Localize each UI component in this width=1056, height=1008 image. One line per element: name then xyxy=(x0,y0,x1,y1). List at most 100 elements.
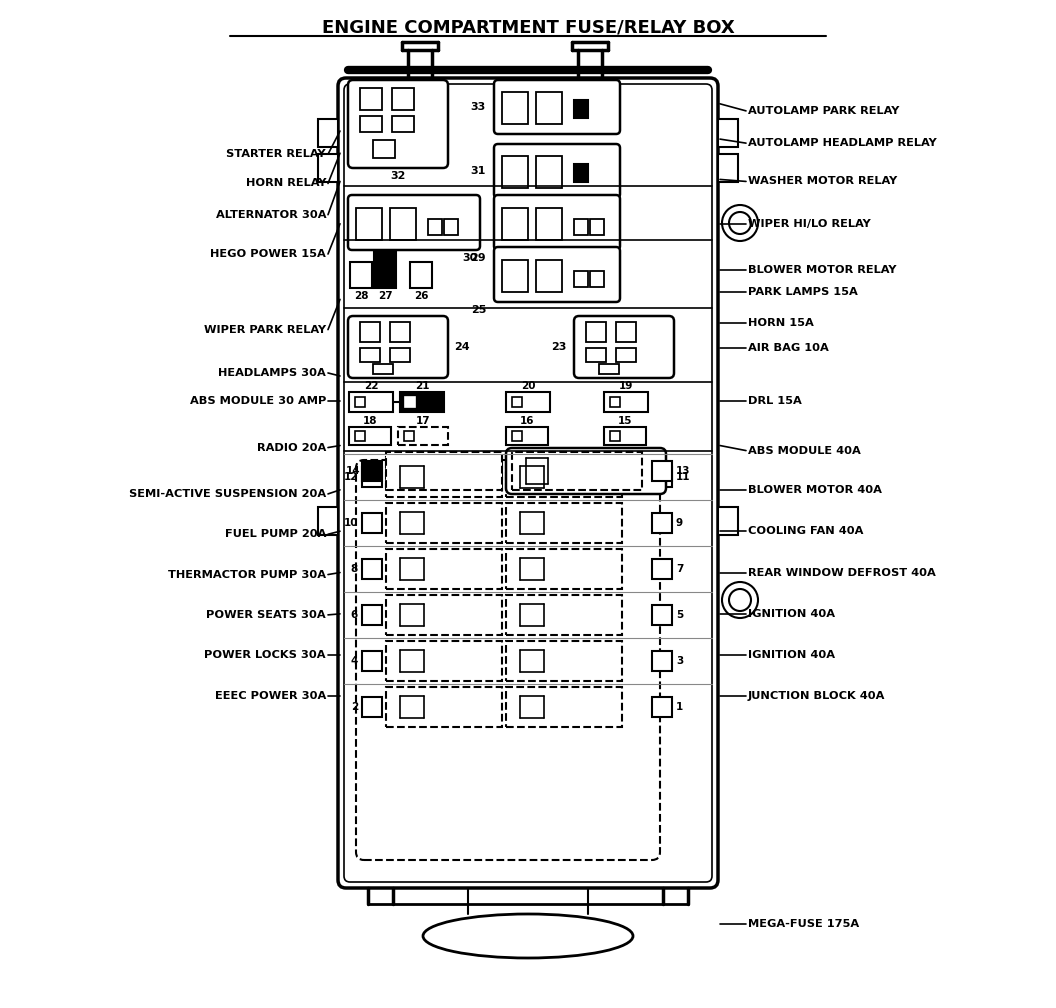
Bar xyxy=(652,513,672,533)
Text: JUNCTION BLOCK 40A: JUNCTION BLOCK 40A xyxy=(748,690,885,701)
Bar xyxy=(652,461,672,481)
Text: 24: 24 xyxy=(454,342,470,352)
Text: 28: 28 xyxy=(354,291,369,301)
Text: 32: 32 xyxy=(391,171,406,181)
Bar xyxy=(536,156,562,188)
Bar xyxy=(348,427,391,445)
Text: HEGO POWER 15A: HEGO POWER 15A xyxy=(210,249,326,259)
Text: 15: 15 xyxy=(618,416,633,426)
Text: 19: 19 xyxy=(619,381,634,391)
Text: 9: 9 xyxy=(676,518,683,528)
Bar xyxy=(373,140,395,158)
Bar xyxy=(362,605,382,625)
Bar xyxy=(590,271,604,287)
Text: 12: 12 xyxy=(343,472,358,482)
Bar xyxy=(652,467,672,487)
Bar xyxy=(512,431,522,442)
Text: 3: 3 xyxy=(676,656,683,666)
Bar xyxy=(374,252,396,288)
FancyBboxPatch shape xyxy=(338,78,718,888)
Bar xyxy=(410,262,432,288)
Text: HORN 15A: HORN 15A xyxy=(748,318,814,328)
Text: 11: 11 xyxy=(676,472,691,482)
Text: 16: 16 xyxy=(520,416,534,426)
Bar xyxy=(586,348,606,362)
Bar xyxy=(318,507,338,535)
Bar xyxy=(506,503,622,543)
Text: 13: 13 xyxy=(676,466,691,476)
Text: IGNITION 40A: IGNITION 40A xyxy=(748,609,835,619)
Bar xyxy=(362,513,382,533)
Text: 31: 31 xyxy=(471,166,486,176)
Text: 23: 23 xyxy=(550,342,566,352)
Bar xyxy=(360,88,382,110)
Ellipse shape xyxy=(423,914,633,958)
Text: 7: 7 xyxy=(676,564,683,574)
Bar xyxy=(536,92,562,124)
Bar xyxy=(506,457,622,497)
Text: BLOWER MOTOR 40A: BLOWER MOTOR 40A xyxy=(748,485,882,495)
Text: BLOWER MOTOR RELAY: BLOWER MOTOR RELAY xyxy=(748,265,897,275)
Text: RADIO 20A: RADIO 20A xyxy=(257,443,326,453)
FancyBboxPatch shape xyxy=(494,144,620,198)
Bar xyxy=(386,595,502,635)
Bar xyxy=(616,348,636,362)
FancyBboxPatch shape xyxy=(348,195,480,250)
Bar xyxy=(362,559,382,579)
Bar xyxy=(718,119,738,147)
Bar xyxy=(355,431,365,442)
Bar xyxy=(362,697,382,717)
Bar xyxy=(390,322,410,342)
Text: 20: 20 xyxy=(521,381,535,391)
Text: ABS MODULE 30 AMP: ABS MODULE 30 AMP xyxy=(190,396,326,406)
Bar xyxy=(386,503,502,543)
Text: 25: 25 xyxy=(471,305,486,314)
Bar xyxy=(386,549,502,589)
Bar xyxy=(512,452,642,490)
Bar xyxy=(506,549,622,589)
Bar xyxy=(390,208,416,240)
Bar xyxy=(599,364,619,374)
Text: THERMACTOR PUMP 30A: THERMACTOR PUMP 30A xyxy=(168,570,326,580)
Text: 2: 2 xyxy=(351,702,358,712)
Text: 1: 1 xyxy=(676,702,683,712)
Bar xyxy=(604,427,646,445)
Text: ABS MODULE 40A: ABS MODULE 40A xyxy=(748,446,861,456)
Bar xyxy=(360,116,382,132)
Text: POWER LOCKS 30A: POWER LOCKS 30A xyxy=(205,650,326,660)
Text: STARTER RELAY: STARTER RELAY xyxy=(226,149,326,159)
Bar xyxy=(362,651,382,671)
Text: 14: 14 xyxy=(345,466,360,476)
Text: 5: 5 xyxy=(676,610,683,620)
Text: PARK LAMPS 15A: PARK LAMPS 15A xyxy=(748,287,857,297)
Text: HORN RELAY: HORN RELAY xyxy=(245,178,326,188)
Bar xyxy=(574,164,588,182)
Text: 21: 21 xyxy=(415,381,429,391)
Bar xyxy=(536,208,562,240)
Bar xyxy=(360,348,380,362)
Bar xyxy=(506,427,548,445)
Bar xyxy=(652,559,672,579)
Text: COOLING FAN 40A: COOLING FAN 40A xyxy=(748,526,864,536)
FancyBboxPatch shape xyxy=(494,80,620,134)
Bar xyxy=(616,322,636,342)
Bar xyxy=(574,100,588,118)
Bar xyxy=(355,397,365,407)
Bar xyxy=(506,392,550,412)
Bar xyxy=(404,431,414,442)
Bar xyxy=(586,322,606,342)
Bar xyxy=(318,119,338,147)
Bar xyxy=(652,697,672,717)
Text: DRL 15A: DRL 15A xyxy=(748,396,802,406)
Text: IGNITION 40A: IGNITION 40A xyxy=(748,650,835,660)
FancyBboxPatch shape xyxy=(506,448,666,494)
Bar xyxy=(386,641,502,681)
Text: POWER SEATS 30A: POWER SEATS 30A xyxy=(206,610,326,620)
Text: 30: 30 xyxy=(463,253,478,263)
Bar xyxy=(356,208,382,240)
Bar xyxy=(360,322,380,342)
Bar xyxy=(386,457,502,497)
FancyBboxPatch shape xyxy=(348,80,448,168)
Bar xyxy=(373,364,393,374)
Text: 26: 26 xyxy=(414,291,429,301)
